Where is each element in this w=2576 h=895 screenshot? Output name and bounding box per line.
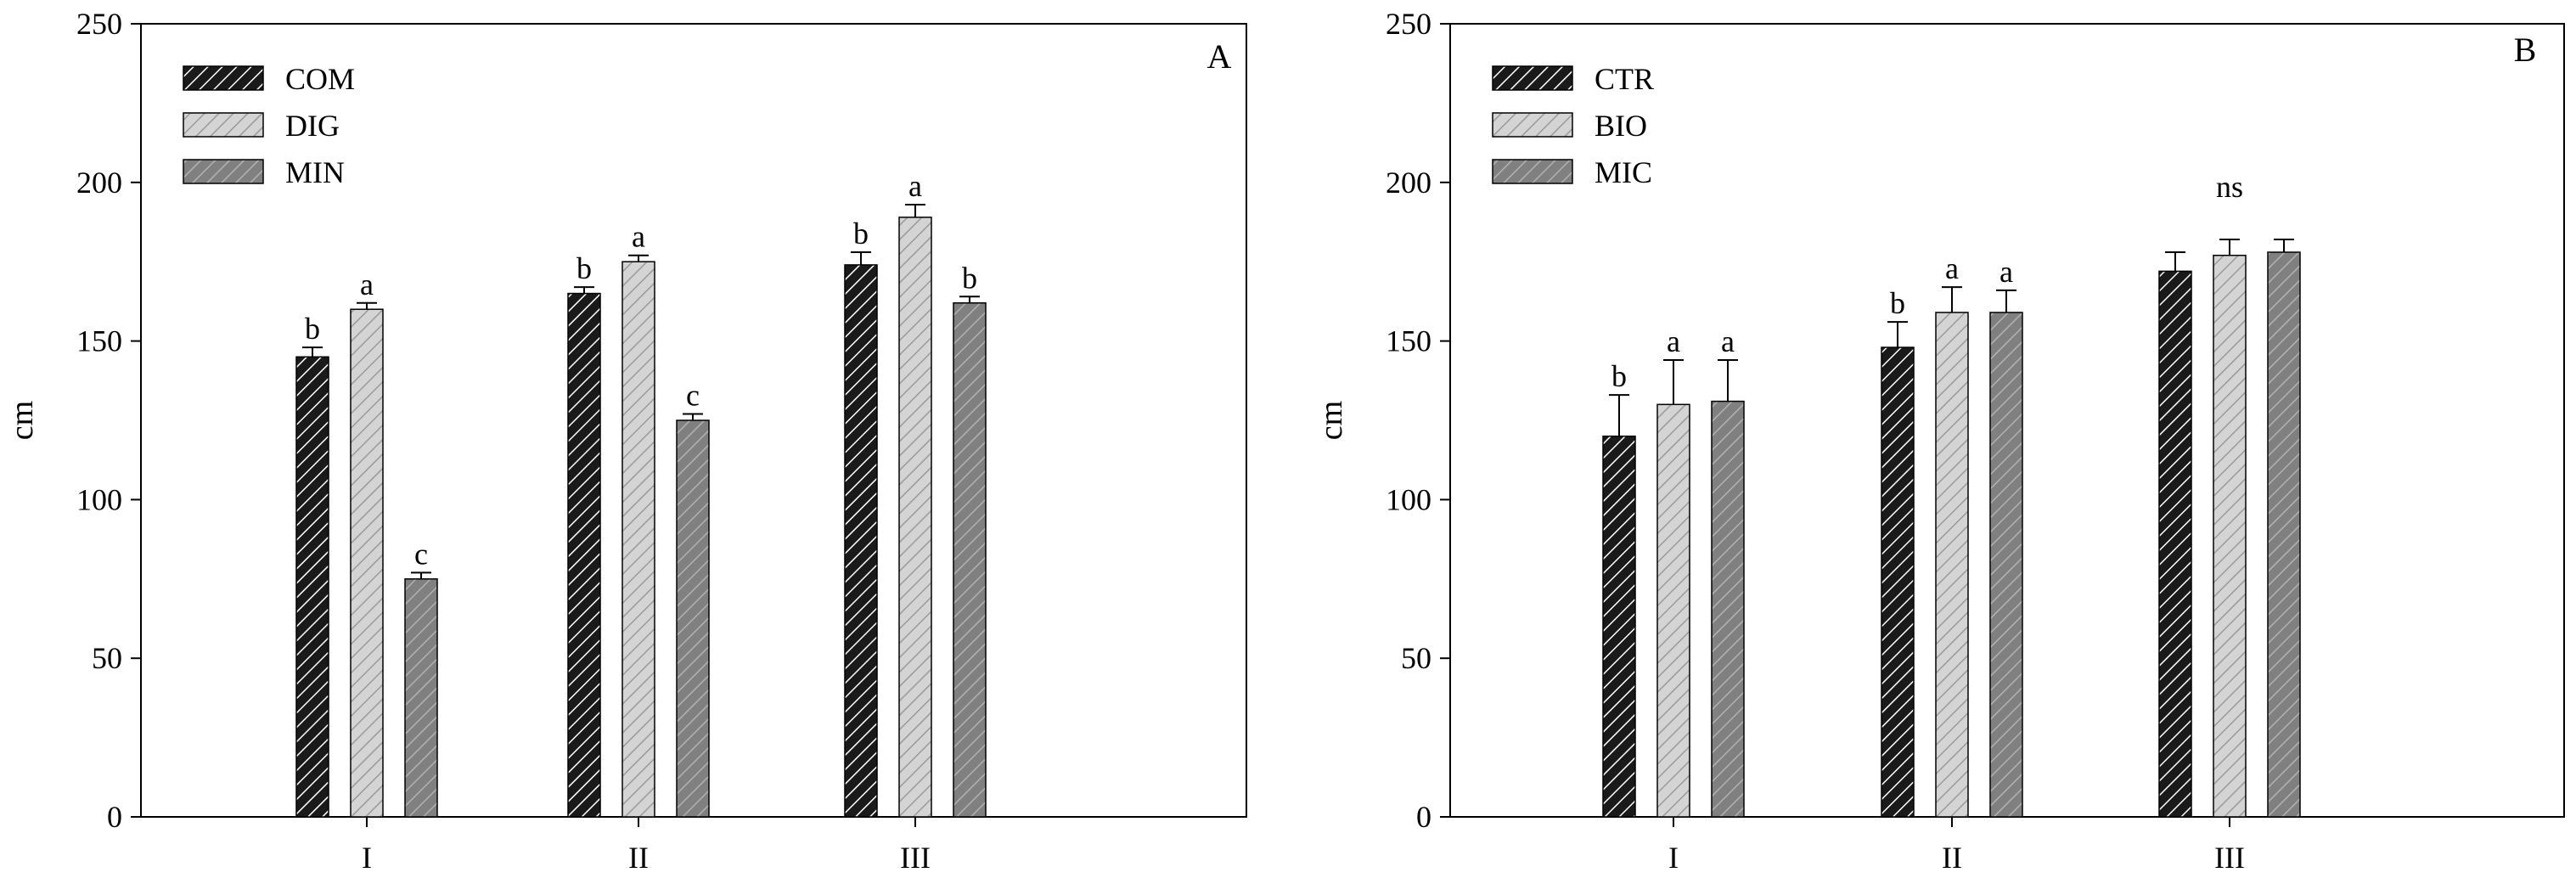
x-tick-label: I: [362, 841, 372, 875]
legend: CTR BIO MIC: [1492, 62, 1654, 189]
x-tick-label: III: [2214, 841, 2245, 875]
bar-MIN-III: [953, 302, 987, 818]
significance-letter: b: [305, 312, 320, 346]
bar-MIC-II: [1989, 312, 2023, 818]
y-tick-label: 250: [76, 7, 122, 41]
legend-swatch-DIG: [183, 112, 264, 138]
legend-label-MIN: MIN: [285, 155, 345, 189]
y-tick-label: 250: [1386, 7, 1431, 41]
y-tick-label: 0: [1416, 800, 1431, 834]
legend-label-MIC: MIC: [1595, 155, 1652, 189]
significance-letter: b: [577, 251, 592, 285]
panel-letter: A: [1207, 37, 1232, 76]
legend-swatch-MIN: [183, 159, 264, 184]
y-tick-label: 50: [92, 641, 122, 675]
significance-letter: a: [1945, 251, 1959, 285]
bar-BIO-III: [2213, 254, 2247, 818]
y-tick-label: 100: [76, 482, 122, 516]
significance-letter: b: [1611, 359, 1627, 393]
significance-letter: a: [1999, 255, 2013, 289]
significance-letter: c: [686, 379, 700, 413]
bar-DIG-III: [898, 217, 932, 818]
y-tick-label: 150: [76, 324, 122, 358]
significance-letter: b: [853, 217, 869, 250]
bar-MIN-I: [404, 578, 438, 818]
x-tick-label: II: [628, 841, 649, 875]
legend-label-BIO: BIO: [1595, 109, 1647, 143]
y-tick-label: 50: [1401, 641, 1431, 675]
significance-letter: a: [908, 169, 922, 203]
bar-MIC-I: [1711, 400, 1745, 818]
bar-CTR-I: [1602, 435, 1636, 818]
legend-label-COM: COM: [285, 62, 355, 96]
significance-letter: a: [632, 220, 645, 254]
significance-letter: a: [1721, 324, 1735, 358]
legend-swatch-BIO: [1492, 112, 1573, 138]
bar-BIO-I: [1656, 403, 1690, 818]
bar-COM-II: [567, 292, 601, 818]
x-tick-label: II: [1942, 841, 1962, 875]
y-tick-label: 200: [1386, 166, 1431, 200]
bar-MIC-III: [2267, 251, 2301, 818]
bar-COM-I: [295, 356, 329, 818]
legend-swatch-MIC: [1492, 159, 1573, 184]
significance-letter: b: [1890, 286, 1905, 320]
bar-MIN-II: [676, 419, 710, 818]
x-tick-label: I: [1668, 841, 1679, 875]
significance-letter: a: [1667, 324, 1680, 358]
legend-label-DIG: DIG: [285, 109, 340, 143]
x-tick-label: III: [900, 841, 931, 875]
significance-letter: b: [962, 261, 977, 295]
bar-BIO-II: [1935, 312, 1969, 818]
legend-swatch-COM: [183, 65, 264, 91]
y-tick-label: 200: [76, 166, 122, 200]
legend: COM DIG MIN: [183, 62, 355, 189]
significance-letter: a: [360, 267, 374, 301]
bar-COM-III: [844, 264, 878, 818]
legend-label-CTR: CTR: [1595, 62, 1654, 96]
bar-CTR-II: [1881, 346, 1915, 818]
bar-DIG-II: [622, 261, 655, 818]
bar-CTR-III: [2158, 270, 2192, 818]
bar-DIG-I: [350, 308, 384, 818]
y-tick-label: 150: [1386, 324, 1431, 358]
y-tick-label: 0: [107, 800, 122, 834]
panel-letter: B: [2514, 31, 2537, 69]
y-tick-label: 100: [1386, 482, 1431, 516]
significance-letter: c: [414, 537, 428, 571]
legend-swatch-CTR: [1492, 65, 1573, 91]
significance-label: ns: [2216, 170, 2243, 204]
y-axis-label: cm: [1313, 401, 1349, 440]
y-axis-label: cm: [4, 401, 40, 440]
